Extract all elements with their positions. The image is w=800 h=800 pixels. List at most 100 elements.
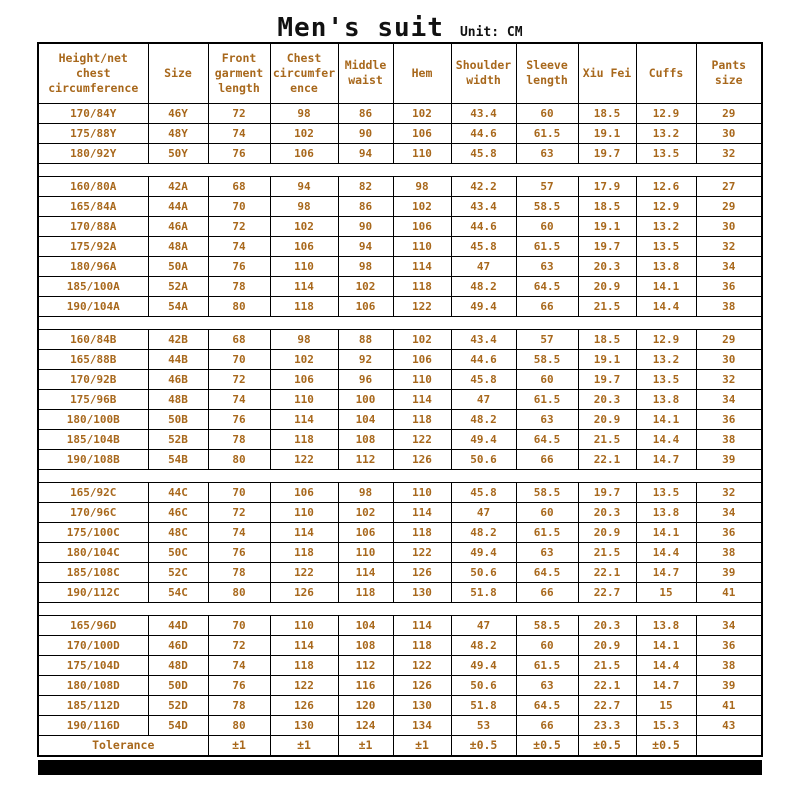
data-cell: 48.2 [450,408,517,430]
data-cell: 102 [337,501,394,523]
data-cell: 98 [269,102,339,124]
data-cell: 50.6 [450,674,517,696]
data-cell: 120 [337,694,394,716]
size-cell: 54B [147,448,209,470]
data-cell: 74 [207,122,271,144]
size-cell: 50D [147,674,209,696]
column-header: Xiu Fei [577,42,637,104]
data-cell: 106 [269,481,339,503]
data-cell: 34 [695,501,763,523]
data-cell: 98 [392,175,452,197]
data-cell: 130 [392,694,452,716]
data-cell: 45.8 [450,481,517,503]
data-cell: 20.9 [577,275,637,297]
data-cell: 80 [207,295,271,317]
group-separator [37,315,763,330]
data-cell: 44.6 [450,215,517,237]
data-cell: 80 [207,448,271,470]
bottom-black-bar [38,760,762,775]
data-cell: 114 [392,614,452,636]
data-cell: 102 [392,195,452,217]
data-cell: 36 [695,275,763,297]
column-header: Cuffs [635,42,697,104]
tolerance-cell: ±0.5 [635,734,697,757]
group-separator [37,162,763,177]
data-cell: 18.5 [577,328,637,350]
data-cell: 20.3 [577,388,637,410]
column-header: Pants size [695,42,763,104]
data-cell: 110 [269,255,339,277]
page-title: Men's suit [277,13,444,43]
unit-label: Unit: CM [459,25,523,40]
data-cell: 61.5 [515,122,579,144]
data-cell: 47 [450,501,517,523]
table-row: 190/108B 54B 80 122 112 126 50.6 66 22.1 14.7 39 [37,448,763,470]
data-cell: 19.7 [577,235,637,257]
data-cell: 114 [392,388,452,410]
height-chest-cell: 170/100D [37,634,149,656]
data-cell: 110 [392,235,452,257]
data-cell: 118 [392,275,452,297]
data-cell: 14.4 [635,654,697,676]
data-cell: 38 [695,654,763,676]
data-cell: 21.5 [577,295,637,317]
data-cell: 122 [269,674,339,696]
height-chest-cell: 165/92C [37,481,149,503]
data-cell: 50.6 [450,448,517,470]
data-cell: 53 [450,714,517,736]
data-cell: 38 [695,541,763,563]
data-cell: 72 [207,215,271,237]
data-cell: 74 [207,521,271,543]
title-row: Men's suit Unit: CM [0,0,800,43]
data-cell: 13.5 [635,142,697,164]
data-cell: 118 [392,521,452,543]
table-row: 185/108C 52C 78 122 114 126 50.6 64.5 22.1 14.7 39 [37,561,763,583]
data-cell: 126 [269,581,339,603]
data-cell: 110 [392,142,452,164]
data-cell: 19.7 [577,368,637,390]
data-cell: 12.6 [635,175,697,197]
data-cell: 60 [515,634,579,656]
data-cell: 34 [695,255,763,277]
data-cell: 92 [337,348,394,370]
data-cell: 13.2 [635,122,697,144]
data-cell: 21.5 [577,541,637,563]
data-cell: 122 [269,448,339,470]
table-row: 180/100B 50B 76 114 104 118 48.2 63 20.9 14.1 36 [37,408,763,430]
table-row: 170/84Y 46Y 72 98 86 102 43.4 60 18.5 12.9 29 [37,102,763,124]
data-cell: 20.9 [577,521,637,543]
data-cell: 102 [337,275,394,297]
data-cell: 106 [269,142,339,164]
data-cell: 22.7 [577,694,637,716]
data-cell: 14.4 [635,428,697,450]
data-cell: 43.4 [450,328,517,350]
table-body: 170/84Y 46Y 72 98 86 102 43.4 60 18.5 12.9 29 175/8… [37,102,763,757]
data-cell: 102 [269,348,339,370]
data-cell: 108 [337,634,394,656]
tolerance-cell: ±1 [269,734,339,757]
height-chest-cell: 160/84B [37,328,149,350]
size-cell: 44C [147,481,209,503]
data-cell: 61.5 [515,521,579,543]
data-cell: 78 [207,561,271,583]
data-cell: 34 [695,388,763,410]
data-cell: 110 [269,501,339,523]
data-cell: 126 [392,674,452,696]
column-header: Sleeve length [515,42,579,104]
data-cell: 50.6 [450,561,517,583]
data-cell: 63 [515,541,579,563]
data-cell: 45.8 [450,368,517,390]
data-cell: 88 [337,328,394,350]
data-cell: 29 [695,102,763,124]
height-chest-cell: 185/108C [37,561,149,583]
height-chest-cell: 175/100C [37,521,149,543]
height-chest-cell: 160/80A [37,175,149,197]
data-cell: 64.5 [515,694,579,716]
data-cell: 14.1 [635,521,697,543]
data-cell: 66 [515,714,579,736]
data-cell: 102 [269,215,339,237]
data-cell: 12.9 [635,195,697,217]
size-cell: 48B [147,388,209,410]
column-header: Chest circumference [269,42,339,104]
data-cell: 36 [695,634,763,656]
